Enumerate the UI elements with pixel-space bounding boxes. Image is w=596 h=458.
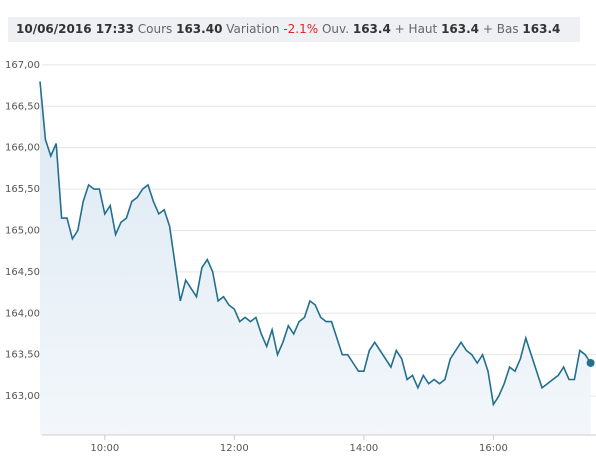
y-tick-label: 163,00 <box>5 391 40 402</box>
x-tick-label: 14:00 <box>349 443 378 454</box>
y-tick-label: 165,50 <box>5 184 40 195</box>
y-tick-label: 163,50 <box>5 350 40 361</box>
field-prefix: + <box>394 22 405 36</box>
y-tick-label: 164,50 <box>5 267 40 278</box>
x-tick-label: 16:00 <box>479 443 508 454</box>
y-tick-label: 165,00 <box>5 225 40 236</box>
last-point <box>586 358 595 367</box>
y-tick-label: 164,00 <box>5 308 40 319</box>
field-value: 163.4 <box>352 22 391 36</box>
field-value: -2.1% <box>283 22 319 36</box>
y-tick-label: 166,00 <box>5 143 40 154</box>
field-label: Bas <box>496 22 519 36</box>
field-prefix: + <box>482 22 493 36</box>
field-value: 163.4 <box>441 22 480 36</box>
field-label: Cours <box>137 22 173 36</box>
y-tick-label: 167,00 <box>5 60 40 71</box>
price-line <box>39 81 592 407</box>
field-value: 163.4 <box>522 22 561 36</box>
field-label: Haut <box>408 22 438 36</box>
x-tick-label: 12:00 <box>220 443 249 454</box>
quote-header: 10/06/2016 17:33 Cours 163.40 Variation … <box>8 17 580 42</box>
y-tick-label: 166,50 <box>5 101 40 112</box>
field-label: Ouv. <box>321 22 350 36</box>
quote-date: 10/06/2016 17:33 <box>16 22 134 36</box>
area-fill <box>40 81 591 436</box>
field-label: Variation <box>226 22 280 36</box>
field-value: 163.40 <box>176 22 223 36</box>
x-tick-label: 10:00 <box>90 443 119 454</box>
